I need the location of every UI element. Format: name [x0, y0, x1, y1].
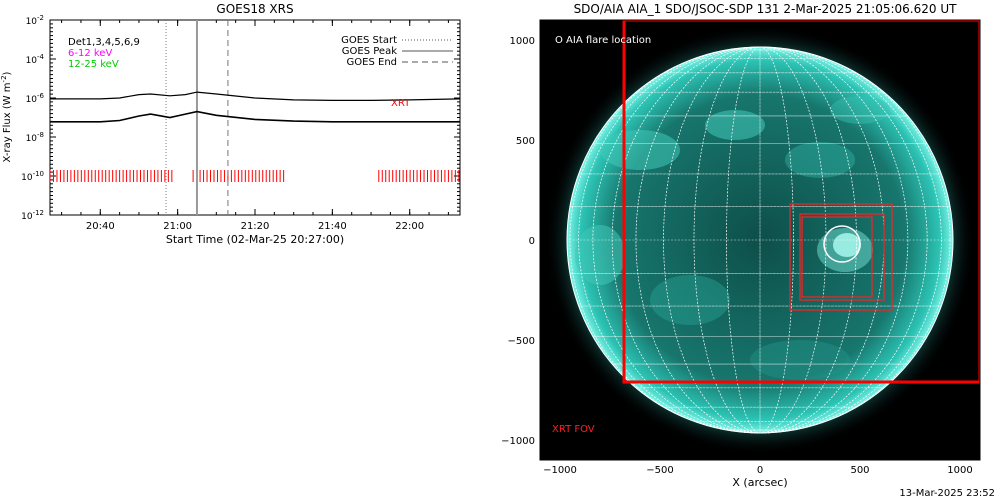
xrt-pointing-box: [801, 216, 873, 298]
goes-title: GOES18 XRS: [216, 2, 293, 16]
legend-6-12kev: 6-12 keV: [68, 48, 112, 59]
aia-x-tick-label: 1000: [947, 465, 972, 476]
aia-image: [545, 20, 980, 455]
goes-legend-left: Det1,3,4,5,6,9 6-12 keV 12-25 keV: [68, 37, 140, 70]
footer-timestamp: 13-Mar-2025 23:52: [899, 488, 995, 499]
longitude-line: [569, 46, 951, 434]
aia-y-tick-label: −1000: [501, 436, 535, 447]
x-tick-label: 22:00: [395, 221, 424, 232]
goes-lightcurves: [50, 91, 460, 123]
y-tick-label: 10-8: [26, 131, 44, 144]
legend-goes-start: GOES Start: [341, 35, 397, 46]
legend-goes-peak: GOES Peak: [342, 46, 397, 57]
y-tick-label: 10-10: [21, 170, 44, 183]
solar-limb: [566, 46, 954, 434]
y-tick-label: 10-4: [26, 53, 45, 66]
xrt-fov-boxes: [622, 20, 980, 384]
longitude-line: [592, 46, 928, 434]
x-tick-label: 21:40: [318, 221, 347, 232]
y-tick-label: 10-6: [26, 92, 45, 105]
xrt-pointing-box: [799, 213, 885, 301]
aia-x-axis: −1000 −500 0 500 1000: [543, 453, 973, 476]
aia-title: SDO/AIA AIA_1 SDO/JSOC-SDP 131 2-Mar-202…: [574, 2, 958, 16]
aia-y-tick-label: 0: [529, 236, 535, 247]
aia-flare-location-circle: [823, 225, 861, 263]
y-tick-label: 10-2: [26, 14, 44, 27]
xrt-fov-box: [622, 20, 980, 384]
legend-12-25kev: 12-25 keV: [68, 59, 119, 70]
flare-location-legend: O AIA flare location: [555, 35, 651, 46]
y-tick-label: 10-12: [21, 209, 44, 222]
x-tick-label: 20:40: [86, 221, 115, 232]
xrt-fov-label: XRT FOV: [552, 424, 595, 435]
goes-ylabel: X-ray Flux (W m-2): [0, 71, 13, 162]
x-tick-label: 21:00: [163, 221, 192, 232]
xrt-pointing-box: [789, 203, 893, 311]
aia-x-tick-label: 500: [850, 465, 869, 476]
aia-x-tick-label: 0: [757, 465, 763, 476]
aia-y-axis: 1000 500 0 −500 −1000: [501, 36, 547, 447]
longitude-line: [693, 46, 827, 434]
goes-y-axis: 10-2 10-4 10-6 10-8 10-10 10-12: [21, 14, 460, 222]
aia-y-tick-label: −500: [508, 336, 535, 347]
heliographic-grid: [566, 46, 954, 434]
aia-x-tick-label: −500: [646, 465, 673, 476]
goes-panel: GOES18 XRS 10-2 10-4 10-6 10-8 10-10 10-12 20…: [0, 2, 461, 246]
goes-series-line: [50, 91, 460, 102]
goes-series-line: [50, 110, 460, 123]
aia-panel: SDO/AIA AIA_1 SDO/JSOC-SDP 131 2-Mar-202…: [501, 2, 995, 499]
aia-y-tick-label: 500: [516, 136, 535, 147]
goes-xlabel: Start Time (02-Mar-25 20:27:00): [166, 233, 344, 246]
aia-xlabel: X (arcsec): [732, 476, 787, 489]
aia-y-tick-label: 1000: [510, 36, 535, 47]
goes-legend-right: GOES Start GOES Peak GOES End: [341, 35, 453, 68]
goes-xrt-label: XRT: [391, 98, 411, 109]
longitude-line: [578, 46, 942, 434]
goes-x-axis: 20:40 21:00 21:20 21:40 22:00: [61, 20, 449, 232]
xrt-coverage-bars: [50, 170, 460, 182]
legend-goes-end: GOES End: [347, 57, 397, 68]
legend-det: Det1,3,4,5,6,9: [68, 37, 140, 48]
x-tick-label: 21:20: [241, 221, 270, 232]
aia-x-tick-label: −1000: [543, 465, 577, 476]
goes-event-markers: [165, 20, 229, 215]
